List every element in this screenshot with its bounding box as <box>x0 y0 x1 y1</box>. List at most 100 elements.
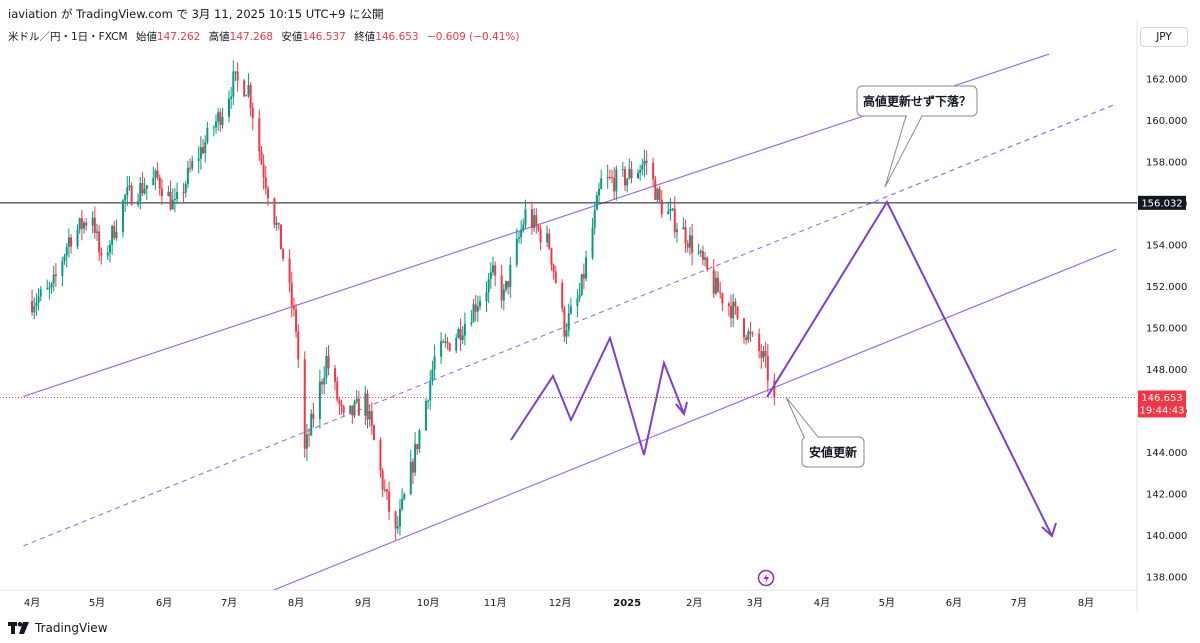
candle-body <box>111 226 114 245</box>
candle-body <box>258 118 261 152</box>
candle <box>234 71 237 82</box>
candle-body <box>37 296 40 303</box>
event-lightning-icon[interactable] <box>757 569 775 587</box>
candle <box>305 423 308 462</box>
candle-body <box>719 292 722 294</box>
candle <box>727 301 730 317</box>
x-tick-label: 7月 <box>221 597 237 609</box>
candle-body <box>189 167 192 169</box>
candle <box>459 318 462 351</box>
candle-body <box>385 489 388 492</box>
x-tick-label: 5月 <box>879 597 895 609</box>
candle <box>366 389 369 429</box>
candle-body <box>444 341 447 343</box>
candle-body <box>349 405 352 413</box>
candle-body <box>312 413 315 419</box>
candle <box>321 378 324 395</box>
candle-body <box>342 406 345 413</box>
candle <box>349 405 352 415</box>
candle-body <box>641 165 644 170</box>
candle <box>472 299 475 323</box>
candle <box>212 125 215 137</box>
y-tick-label: 148.000 <box>1146 365 1187 376</box>
candle <box>275 216 278 231</box>
candle-body <box>230 96 233 99</box>
candle <box>431 360 434 386</box>
candle <box>91 211 94 234</box>
x-tick-label: 9月 <box>355 597 371 609</box>
candle <box>93 206 96 239</box>
y-tick-label: 142.000 <box>1146 490 1187 501</box>
candle <box>600 169 603 190</box>
candle-body <box>80 218 83 229</box>
candle-body <box>624 168 626 186</box>
candle-body <box>381 470 384 490</box>
candle-body <box>673 208 676 233</box>
candle <box>593 201 596 235</box>
candle <box>448 342 451 352</box>
candle <box>70 234 73 254</box>
candle-body <box>502 289 505 301</box>
candle-body <box>206 127 209 143</box>
candle <box>630 161 633 184</box>
candle <box>704 252 707 267</box>
candle-body <box>383 489 386 491</box>
candle <box>682 217 685 230</box>
candle <box>615 165 618 201</box>
candle-body <box>593 209 596 228</box>
candle-body <box>461 335 464 341</box>
candle <box>186 160 189 189</box>
candle-body <box>295 309 298 332</box>
currency-button[interactable]: JPY <box>1140 27 1188 47</box>
candle-body <box>585 257 588 279</box>
candle <box>578 283 581 303</box>
candle-body <box>427 400 430 402</box>
candle-body <box>671 208 674 210</box>
candle <box>712 259 715 298</box>
candle <box>643 149 646 177</box>
candle <box>580 273 583 297</box>
candle-body <box>578 295 581 299</box>
candle-body <box>734 301 737 307</box>
candle-body <box>675 229 678 233</box>
candle <box>463 312 466 346</box>
candle-body <box>160 188 163 197</box>
candle <box>719 281 722 299</box>
candle <box>734 298 737 315</box>
candle <box>217 107 220 131</box>
candle <box>548 228 551 251</box>
candle <box>429 370 432 410</box>
candle <box>106 245 109 261</box>
candle-body <box>305 434 308 449</box>
candle <box>266 185 269 206</box>
candle-body <box>282 249 285 259</box>
candle-body <box>48 287 51 289</box>
candle-body <box>340 403 343 407</box>
candle <box>310 409 313 437</box>
candle-body <box>517 237 520 239</box>
candle-body <box>401 498 404 509</box>
tradingview-footer[interactable]: TradingView <box>8 621 108 635</box>
candle-body <box>70 237 73 247</box>
candle <box>401 488 404 512</box>
candle-body <box>323 377 326 385</box>
candle <box>660 190 663 219</box>
candle-body <box>115 231 118 239</box>
candle-body <box>54 274 57 276</box>
candle-body <box>546 233 549 243</box>
candle-body <box>613 177 616 192</box>
candle <box>760 344 763 369</box>
candle <box>184 181 187 198</box>
candle <box>485 281 488 313</box>
candle <box>688 226 691 256</box>
candle <box>52 265 55 292</box>
candle <box>388 481 391 520</box>
y-tick-label: 140.000 <box>1146 531 1187 542</box>
candle-body <box>459 328 462 341</box>
candle <box>48 281 51 300</box>
candle <box>308 428 311 448</box>
candle-body <box>504 281 507 290</box>
candle-body <box>63 255 66 262</box>
candle-body <box>303 359 306 449</box>
